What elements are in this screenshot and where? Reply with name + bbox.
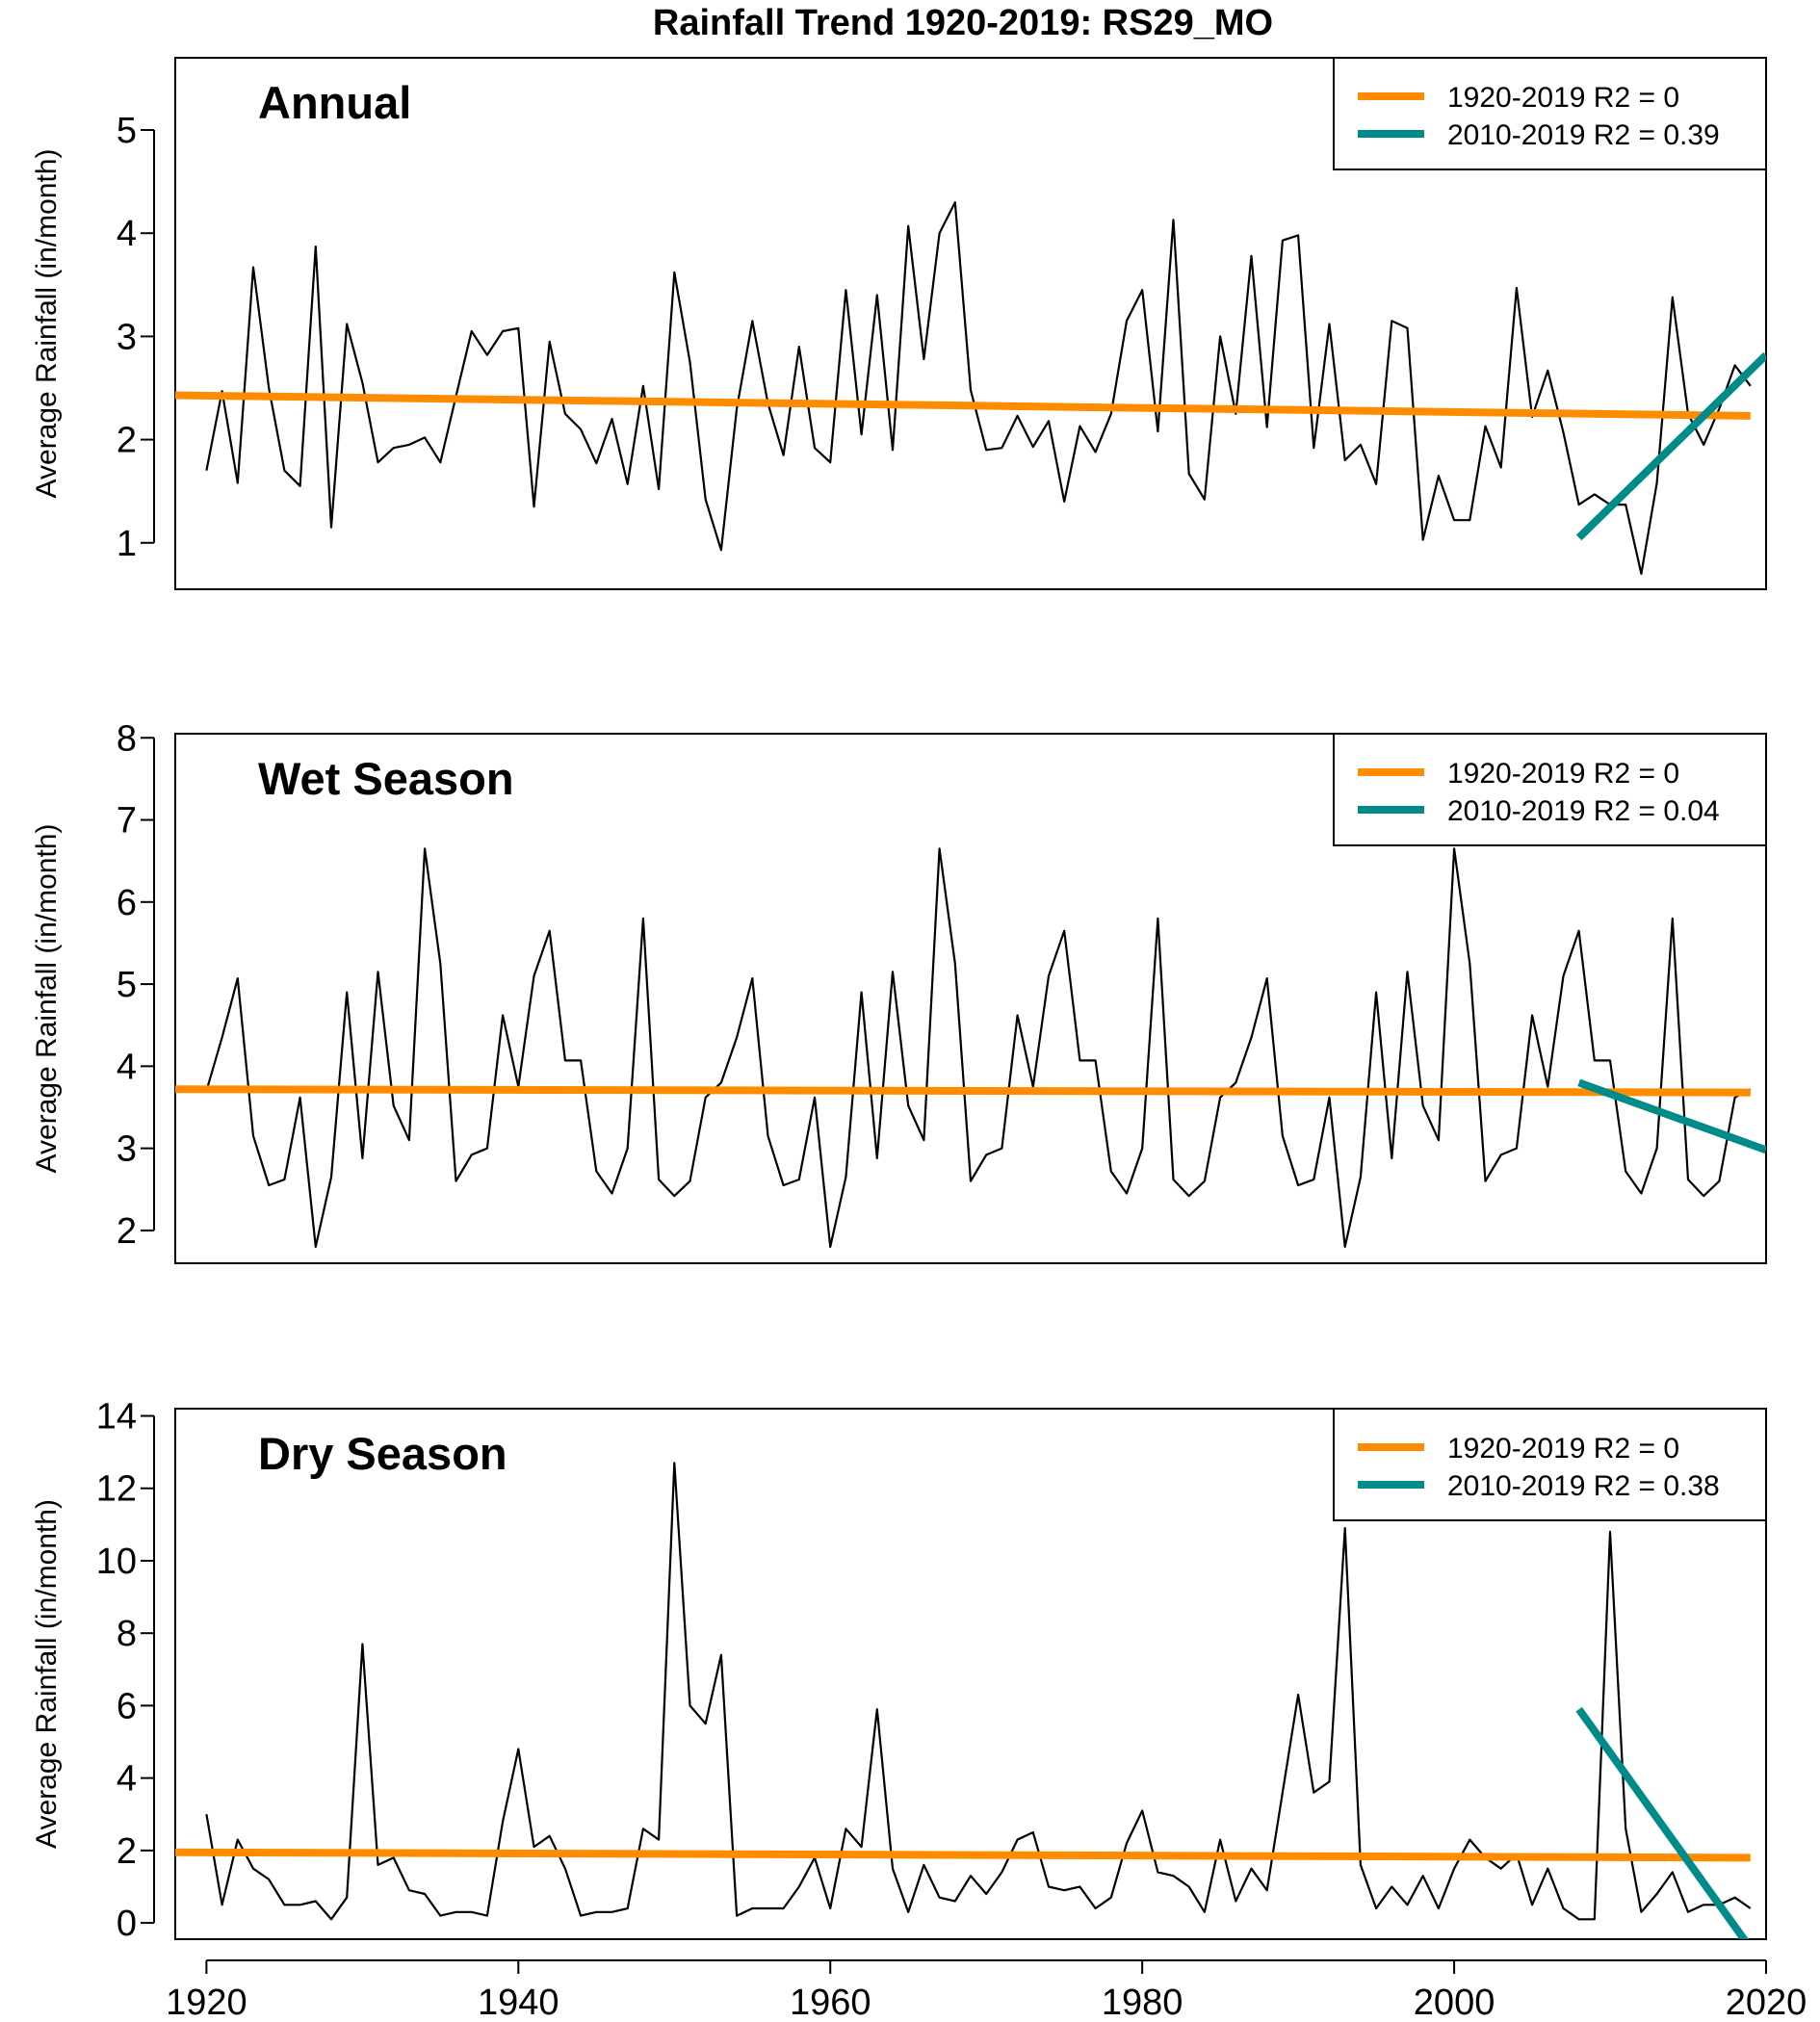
y-tick-label: 12	[96, 1469, 137, 1510]
rainfall-series-line	[205, 201, 1752, 576]
rainfall-series-line	[205, 847, 1752, 1249]
legend: 1920-2019 R2 = 0 2010-2019 R2 = 0.04	[1333, 733, 1767, 846]
y-tick-label: 2	[117, 1211, 137, 1252]
y-tick-label: 3	[117, 317, 137, 357]
y-tick-label: 4	[117, 1759, 137, 1800]
y-tick-label: 5	[117, 965, 137, 1005]
trend-line-2010-2019	[1575, 351, 1766, 541]
y-axis-title: Average Rainfall (in/month)	[31, 149, 63, 499]
chart-panel-3: 0 2 4 6 8 10 12 14 Average Rainfall (in/month) 19…	[31, 1397, 1807, 2022]
legend-label: 2010-2019 R2 = 0.39	[1447, 119, 1720, 151]
chart-panel-1: 1 2 3 4 5 Average Rainfall (in/month) Annual 19…	[31, 57, 1767, 590]
x-tick-label: 2000	[1414, 1983, 1495, 2022]
y-tick-label: 5	[117, 111, 137, 151]
legend-label: 2010-2019 R2 = 0.38	[1447, 1470, 1720, 1502]
plot-area	[175, 847, 1766, 1249]
plot-area	[175, 201, 1766, 576]
y-tick-label: 4	[117, 214, 137, 254]
legend-label: 1920-2019 R2 = 0	[1447, 82, 1679, 114]
y-tick-label: 0	[117, 1904, 137, 1944]
legend-box	[1333, 57, 1767, 170]
y-tick-label: 7	[117, 801, 137, 842]
rainfall-series-line	[205, 1462, 1752, 1921]
trend-line-1920-2019	[175, 391, 1751, 420]
legend-label: 1920-2019 R2 = 0	[1447, 1433, 1679, 1465]
x-tick-label: 1980	[1102, 1983, 1183, 2022]
figure-title: Rainfall Trend 1920-2019: RS29_MO	[653, 3, 1273, 43]
y-axis-title: Average Rainfall (in/month)	[31, 824, 63, 1174]
x-tick-label: 1960	[790, 1983, 871, 2022]
plot-frame	[174, 1408, 1767, 1940]
legend-box	[1333, 733, 1767, 846]
y-axis-title: Average Rainfall (in/month)	[31, 1499, 63, 1849]
y-tick-label: 8	[117, 1614, 137, 1654]
plot-frame	[174, 733, 1767, 1264]
legend: 1920-2019 R2 = 0 2010-2019 R2 = 0.38	[1333, 1408, 1767, 1521]
x-tick-label: 2020	[1726, 1983, 1807, 2022]
y-tick-label: 3	[117, 1129, 137, 1170]
chart-panel-2: 2 3 4 5 6 7 8 Average Rainfall (in/month) Wet Se…	[31, 718, 1767, 1264]
y-tick-label: 2	[117, 421, 137, 461]
x-tick-label: 1920	[166, 1983, 247, 2022]
trend-line-1920-2019	[175, 1848, 1751, 1862]
legend-label: 1920-2019 R2 = 0	[1447, 758, 1679, 790]
panel-title: Dry Season	[258, 1428, 507, 1479]
trend-line-2010-2019	[1577, 1078, 1766, 1154]
y-tick-label: 6	[117, 883, 137, 923]
y-tick-label: 10	[96, 1542, 137, 1582]
y-tick-label: 4	[117, 1047, 137, 1087]
legend: 1920-2019 R2 = 0 2010-2019 R2 = 0.39	[1333, 57, 1767, 170]
panel-title: Wet Season	[258, 753, 514, 804]
trend-line-1920-2019	[175, 1085, 1751, 1097]
panel-title: Annual	[258, 77, 411, 128]
y-tick-label: 2	[117, 1831, 137, 1872]
y-tick-label: 6	[117, 1686, 137, 1726]
y-tick-label: 1	[117, 524, 137, 564]
legend-label: 2010-2019 R2 = 0.04	[1447, 795, 1720, 827]
x-tick-label: 1940	[478, 1983, 559, 2022]
plot-area	[175, 1462, 1752, 1939]
legend-box	[1333, 1408, 1767, 1521]
trend-line-2010-2019	[1575, 1706, 1749, 1939]
y-tick-label: 8	[117, 718, 137, 759]
plot-frame	[174, 57, 1767, 590]
y-tick-label: 14	[96, 1397, 137, 1438]
